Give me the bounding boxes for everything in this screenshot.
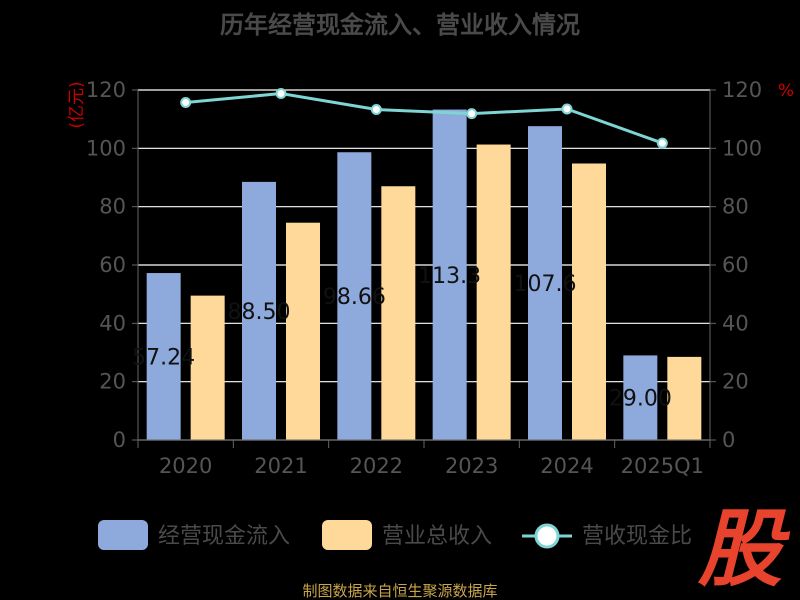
chart-title: 历年经营现金流入、营业收入情况 — [220, 11, 580, 39]
bar-revenue — [667, 356, 702, 440]
bar-cash-inflow — [432, 109, 467, 441]
ratio-line-path — [185, 91, 663, 145]
legend-marker-ratio — [534, 523, 560, 549]
left-axis-ticks: 0 20 40 60 80 100 120 — [86, 78, 139, 452]
right-tick-label: 80 — [722, 195, 749, 219]
right-axis-ticks: 0 20 40 60 80 100 120 — [709, 78, 762, 452]
watermark-logo: 股 — [697, 500, 791, 598]
x-tick-label: 2021 — [254, 454, 307, 478]
x-tick-label: 2020 — [159, 454, 212, 478]
bar-revenue — [190, 295, 225, 440]
left-tick-label: 60 — [99, 253, 126, 277]
bar-value-label: 98.66 — [323, 285, 386, 310]
bar-revenue — [286, 222, 320, 440]
bar-revenue — [476, 144, 511, 440]
bar-marks — [146, 109, 702, 441]
x-tick-label: 2024 — [540, 454, 593, 478]
legend-label-cash-inflow: 经营现金流入 — [158, 524, 290, 549]
bar-value-labels: 57.24 88.50 98.66 113.3 107.6 29.00 — [132, 264, 672, 412]
ratio-point — [466, 108, 478, 120]
bar-revenue — [572, 163, 606, 440]
legend: 经营现金流入 营业总收入 营收现金比 — [98, 520, 692, 550]
bar-value-label: 57.24 — [132, 346, 195, 371]
bar-value-label: 29.00 — [609, 387, 672, 412]
left-axis-label: (亿元) — [67, 81, 87, 128]
ratio-point — [561, 103, 573, 115]
left-tick-label: 20 — [99, 370, 126, 394]
watermark-glyph: 股 — [697, 500, 791, 598]
left-tick-label: 80 — [99, 195, 126, 219]
legend-swatch-cash-inflow — [98, 520, 148, 550]
x-axis: 2020 2021 2022 2023 2024 2025Q1 — [137, 439, 711, 478]
x-tick-label: 2022 — [350, 454, 403, 478]
ratio-point — [370, 104, 382, 116]
ratio-point — [180, 97, 192, 109]
right-tick-label: 20 — [722, 370, 749, 394]
ratio-point — [275, 88, 287, 99]
right-tick-label: 100 — [722, 136, 762, 160]
bar-cash-inflow — [242, 181, 276, 440]
left-tick-label: 40 — [99, 311, 126, 335]
legend-label-revenue: 营业总收入 — [382, 524, 492, 549]
bar-value-label: 88.50 — [228, 300, 291, 325]
bar-revenue — [381, 186, 416, 440]
bar-cash-inflow — [528, 126, 562, 441]
legend-swatch-revenue — [322, 520, 372, 550]
right-tick-label: 120 — [722, 78, 762, 102]
right-tick-label: 0 — [722, 428, 735, 452]
right-axis-label: % — [778, 81, 794, 101]
right-tick-label: 40 — [722, 311, 749, 335]
legend-label-ratio: 营收现金比 — [582, 524, 692, 549]
bar-value-label: 107.6 — [514, 272, 577, 297]
bar-value-label: 113.3 — [418, 264, 481, 289]
bar-cash-inflow — [146, 273, 181, 440]
x-tick-label: 2025Q1 — [621, 454, 704, 478]
right-tick-label: 60 — [722, 253, 749, 277]
x-tick-label: 2023 — [445, 454, 498, 478]
ratio-point — [656, 137, 668, 149]
bar-cash-inflow — [623, 355, 658, 440]
left-tick-label: 120 — [86, 78, 126, 102]
left-tick-label: 100 — [86, 136, 126, 160]
ratio-line — [180, 88, 668, 149]
source-footer: 制图数据来自恒生聚源数据库 — [302, 582, 497, 600]
bar-cash-inflow — [337, 152, 372, 440]
left-tick-label: 0 — [113, 428, 126, 452]
